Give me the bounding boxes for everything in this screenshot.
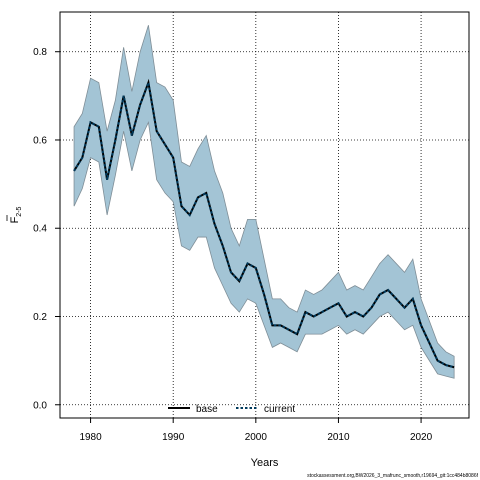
footer-note: stockassessment.org,BW2026_3_mafrunc_smo…: [307, 473, 479, 479]
y-tick-label: 0.8: [33, 47, 47, 58]
svg-text:F2-5: F2-5: [9, 206, 23, 223]
y-tick-label: 0.4: [33, 224, 47, 235]
x-axis-title: Years: [251, 457, 279, 469]
x-tick-label: 1980: [79, 432, 102, 443]
x-tick-label: 2010: [327, 432, 350, 443]
y-tick-label: 0.6: [33, 135, 47, 146]
y-axis-title: F2-5: [6, 206, 23, 223]
confidence-band: [73, 25, 455, 379]
x-tick-label: 2020: [410, 432, 433, 443]
y-tick-label: 0.0: [33, 400, 47, 411]
x-axis: 1980 1990 2000 2010 2020: [79, 418, 433, 443]
legend: base current: [168, 404, 295, 415]
legend-base-label: base: [196, 404, 218, 415]
x-tick-label: 2000: [245, 432, 268, 443]
series-line-current: [73, 78, 455, 369]
y-axis-title-main: F: [9, 216, 21, 223]
plot-frame: [59, 11, 470, 419]
confidence-band-area: [73, 25, 455, 379]
x-tick-label: 1990: [162, 432, 185, 443]
y-axis-title-subscript: 2-5: [16, 206, 23, 216]
y-axis: 0.0 0.2 0.4 0.6 0.8: [33, 47, 60, 411]
y-tick-label: 0.2: [33, 312, 47, 323]
legend-current-label: current: [264, 404, 295, 415]
series-lines: [73, 78, 455, 369]
